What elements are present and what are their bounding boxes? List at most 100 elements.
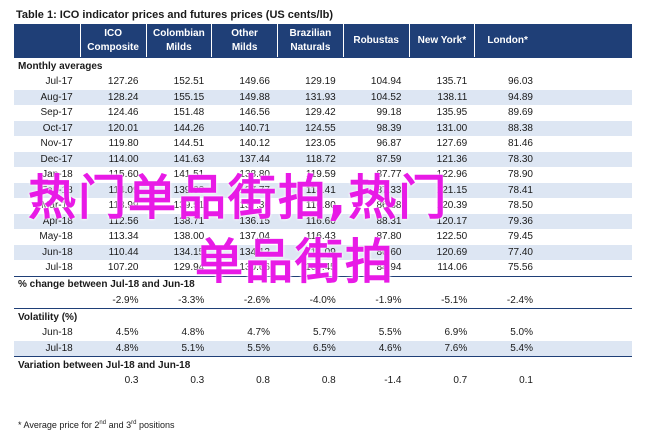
table-cell: 0.3 [190, 375, 205, 387]
table-cell: -1.4 [384, 375, 402, 387]
table-cell: 99.18 [376, 107, 402, 119]
row-label: Feb-18 [41, 184, 73, 196]
header-new-york: New York* [408, 24, 475, 57]
table-row: 0.3 0.3 0.8 0.8 -1.4 0.7 0.1 [14, 373, 632, 389]
table-row: -2.9% -3.3% -2.6% -4.0% -1.9% -5.1% -2.4% [14, 293, 632, 309]
table-cell: 137.77 [239, 184, 270, 196]
table-row: Nov-17 119.80 144.51 140.12 123.05 96.87 127.6… [14, 136, 632, 152]
table-cell: 6.5% [312, 342, 336, 354]
row-label: Mar-18 [41, 200, 73, 212]
table-cell: -3.3% [178, 294, 205, 306]
table-cell: 129.94 [173, 262, 205, 274]
table-row: Jul-18 4.8% 5.1% 5.5% 6.5% 4.6% 7.6% 5.4% [14, 340, 632, 356]
table-cell: 151.48 [173, 107, 205, 119]
table-cell: 149.66 [239, 76, 270, 88]
table-cell: 114.00 [108, 153, 139, 165]
table-cell: 116.60 [305, 215, 336, 227]
table-cell: 121.15 [436, 184, 468, 196]
table-cell: 130.66 [239, 262, 270, 274]
table-cell: 149.88 [239, 91, 270, 103]
table-cell: 146.56 [239, 107, 270, 119]
table-cell: 120.01 [107, 122, 139, 134]
table-cell: -2.9% [112, 294, 139, 306]
table-cell: 131.93 [305, 91, 336, 103]
row-label: Jul-18 [45, 342, 73, 354]
header-blank [14, 24, 80, 57]
pct-rows: -2.9% -3.3% -2.6% -4.0% -1.9% -5.1% -2.4% [14, 293, 632, 309]
table-cell: 113.99 [108, 200, 139, 212]
table-cell: 4.6% [378, 342, 402, 354]
table-cell: 138.80 [239, 169, 270, 181]
table-row: Dec-17 114.00 141.63 137.44 118.72 87.59 121.3… [14, 151, 632, 167]
table-cell: 78.90 [507, 169, 533, 181]
table-cell: 115.60 [108, 169, 139, 181]
row-label: Jan-18 [42, 169, 73, 181]
table-cell: 104.94 [370, 76, 402, 88]
price-table: ICO Composite Colombian Milds Other Milds B… [14, 24, 632, 389]
table-cell: -2.4% [506, 294, 533, 306]
table-cell: 5.1% [181, 342, 205, 354]
table-cell: 135.95 [436, 107, 468, 119]
row-label: May-18 [39, 231, 73, 243]
table-cell: -5.1% [441, 294, 468, 306]
table-cell: 134.15 [173, 246, 205, 258]
table-cell: 81.46 [507, 138, 533, 150]
table-cell: -1.9% [375, 294, 402, 306]
table-cell: 110.44 [108, 246, 139, 258]
table-row: Aug-17 128.24 155.15 149.88 131.93 104.52 138.… [14, 89, 632, 105]
table-cell: 138.11 [437, 91, 468, 103]
table-cell: 144.51 [173, 138, 205, 150]
table-cell: 112.56 [108, 215, 139, 227]
table-cell: 0.8 [256, 375, 270, 387]
table-title: Table 1: ICO indicator prices and future… [16, 9, 334, 21]
table-cell: 113.34 [108, 231, 139, 243]
section-volatility: Volatility (%) [14, 308, 632, 325]
header-ico-composite: ICO Composite [79, 24, 146, 57]
table-cell: 122.96 [436, 169, 468, 181]
table-cell: 124.55 [305, 122, 336, 134]
table-cell: 0.8 [321, 375, 336, 387]
table-row: Jun-18 4.5% 4.8% 4.7% 5.7% 5.5% 6.9% 5.0% [14, 325, 632, 341]
monthly-rows: Jul-17 127.26 152.51 149.66 129.19 104.94 135.… [14, 74, 632, 276]
row-label: Nov-17 [40, 138, 73, 150]
table-cell: 96.03 [507, 76, 533, 88]
table-cell: 124.46 [107, 107, 139, 119]
table-cell: 135.71 [436, 76, 468, 88]
header-robustas: Robustas [342, 24, 409, 57]
row-label: Sep-17 [40, 107, 73, 119]
section-pct-change: % change between Jul-18 and Jun-18 [14, 275, 632, 293]
table-cell: 120.39 [436, 200, 468, 212]
table-cell: 94.89 [507, 91, 533, 103]
table-cell: 114.09 [305, 246, 336, 258]
table-cell: 120.69 [436, 246, 468, 258]
table-row: Jan-18 115.60 141.51 138.80 119.59 87.77 122.9… [14, 167, 632, 183]
table-cell: 5.7% [312, 327, 336, 339]
table-cell: 118.41 [305, 184, 336, 196]
table-cell: 141.51 [173, 169, 205, 181]
table-cell: 118.72 [305, 153, 336, 165]
table-cell: 98.39 [376, 122, 402, 134]
footnote: * Average price for 2nd and 3rd position… [18, 420, 175, 430]
table-cell: 114.06 [437, 262, 468, 274]
table-cell: 139.51 [173, 200, 205, 212]
table-cell: 87.77 [376, 169, 402, 181]
table-cell: 87.59 [376, 153, 402, 165]
table-cell: 6.9% [444, 327, 468, 339]
table-cell: 128.24 [107, 91, 139, 103]
header-brazilian-naturals: Brazilian Naturals [277, 24, 343, 57]
table-cell: 7.6% [444, 342, 468, 354]
table-cell: 5.5% [247, 342, 270, 354]
table-row: Feb-18 114.09 139.83 137.77 118.41 87.33 121.1… [14, 182, 632, 198]
table-cell: 152.51 [173, 76, 205, 88]
table-cell: 77.40 [507, 246, 533, 258]
row-label: Jun-18 [42, 327, 73, 339]
table-cell: 89.69 [507, 107, 533, 119]
table-cell: 122.50 [436, 231, 468, 243]
section-monthly-averages: Monthly averages [14, 57, 632, 74]
table-cell: 5.0% [510, 327, 533, 339]
table-row: Apr-18 112.56 138.71 136.15 116.60 88.31 120.1… [14, 213, 632, 229]
table-cell: 5.4% [510, 342, 533, 354]
row-label: Apr-18 [42, 215, 73, 227]
table-cell: 137.36 [239, 200, 270, 212]
table-cell: 114.09 [108, 184, 139, 196]
